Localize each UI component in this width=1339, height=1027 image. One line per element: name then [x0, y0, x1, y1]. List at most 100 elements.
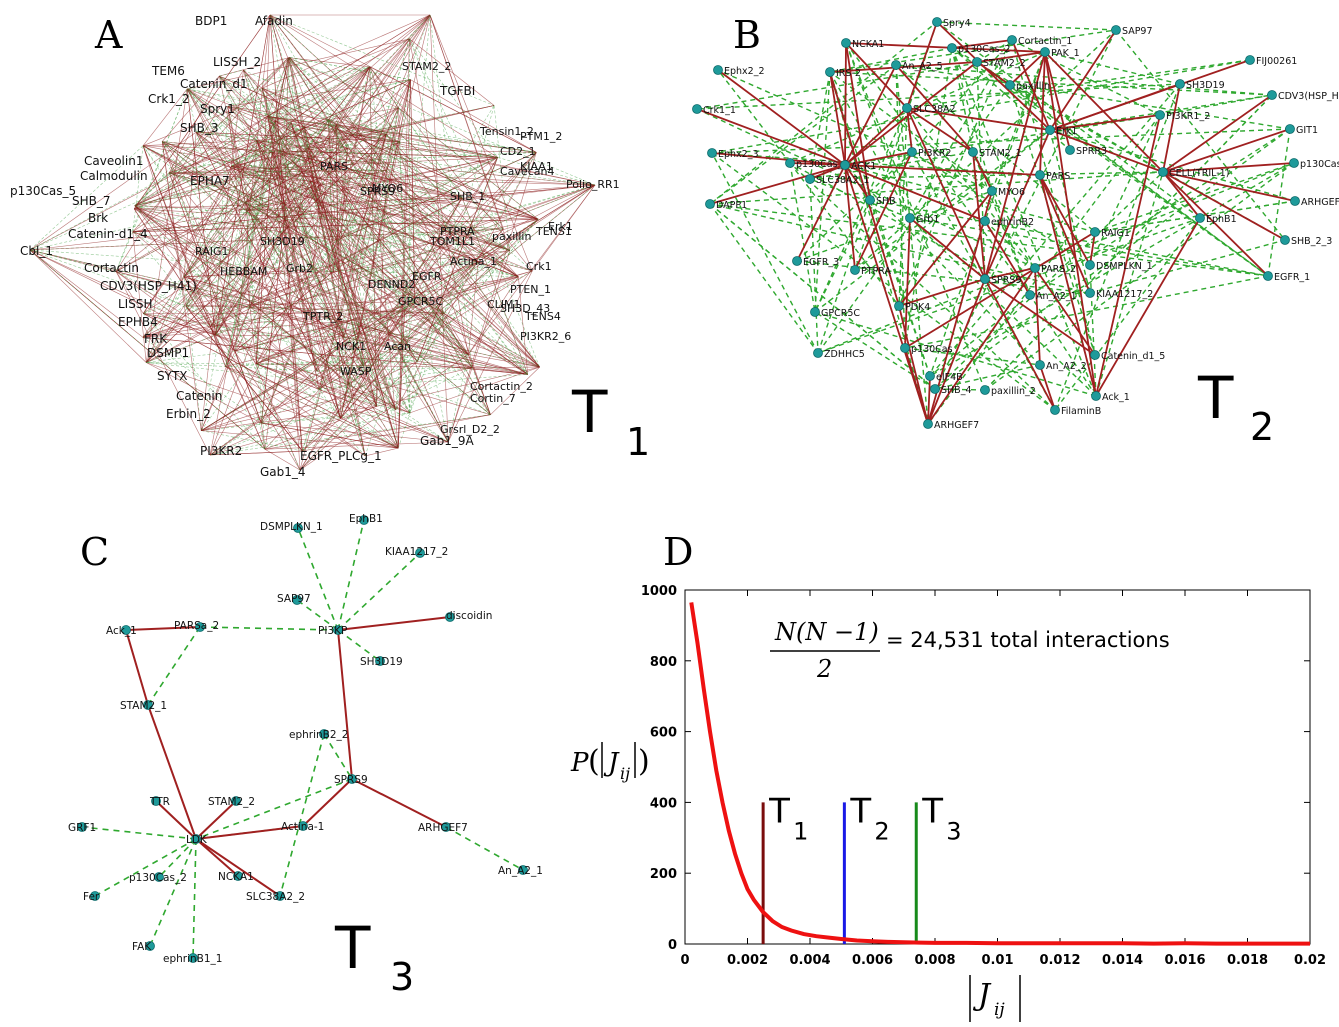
- network-b-edge-dashed: [991, 190, 1031, 296]
- network-b-edge-dashed: [814, 107, 908, 313]
- network-a-edge: [468, 354, 540, 368]
- network-a-edge: [249, 119, 329, 308]
- network-b-node-label: Catenin_d1_5: [1101, 351, 1165, 362]
- network-c-node: [90, 891, 100, 901]
- network-a-node-label: Afadin: [255, 14, 293, 28]
- network-a-edge: [256, 140, 341, 419]
- network-a-edge: [196, 131, 469, 355]
- network-b-node-label: EphB1: [1206, 214, 1237, 225]
- network-a-edge: [134, 205, 377, 407]
- network-a-edge: [169, 172, 285, 219]
- network-b-node: [1085, 288, 1095, 298]
- network-a-node-label: DSMP1: [147, 346, 189, 360]
- network-b-edge-dashed: [1267, 128, 1291, 277]
- network-b-edge-dashed: [809, 71, 831, 180]
- network-a-edge: [186, 88, 216, 335]
- network-b-edge: [927, 267, 1036, 425]
- x-tick-label: 0.016: [1164, 953, 1205, 968]
- network-a-edge: [132, 231, 334, 272]
- network-b-edge-dashed: [1159, 94, 1273, 116]
- network-a-node-label: GPCR5C: [398, 295, 443, 308]
- network-a-edge: [443, 218, 539, 314]
- network-b-edge: [809, 164, 846, 180]
- network-a-edge: [404, 152, 537, 310]
- network-a-edge: [169, 170, 387, 174]
- network-a-node-label: PTM1_2: [520, 130, 562, 143]
- network-a-edge: [264, 448, 301, 471]
- network-a-edge: [288, 57, 340, 271]
- network-a-edge: [142, 66, 371, 338]
- network-a-edge: [209, 422, 262, 456]
- svg-text:3: 3: [390, 955, 414, 999]
- network-a-edge: [132, 66, 370, 233]
- network-b-edge: [906, 107, 986, 280]
- network-a-edge: [338, 270, 364, 367]
- network-a-edge: [196, 66, 370, 133]
- network-a-edge: [312, 183, 322, 270]
- network-a-edge: [312, 124, 337, 270]
- y-tick-label: 1000: [641, 584, 677, 599]
- network-a-edge: [328, 119, 528, 375]
- network-b-edge-dashed: [711, 152, 819, 354]
- network-a-edge: [161, 141, 320, 390]
- network-b-node-label: CELL(TRIL-1): [1169, 168, 1229, 179]
- network-a-edge: [267, 116, 320, 390]
- network-b-node-label: Ephx2_3: [718, 149, 759, 160]
- network-a-node-label: CD2_1: [500, 145, 536, 158]
- network-a-edge: [288, 57, 387, 135]
- network-a-edge: [143, 312, 444, 314]
- svg-text:T: T: [571, 378, 608, 446]
- network-a-edge: [201, 184, 596, 431]
- y-axis-label: P ( J ij ): [570, 742, 650, 783]
- network-a-edge: [162, 141, 491, 415]
- network-a-edge: [185, 305, 250, 308]
- network-a-edge: [269, 14, 504, 230]
- network-a-edge: [249, 197, 463, 308]
- network-c-node: [145, 941, 155, 951]
- network-a-node-label: PTPRA: [440, 225, 475, 238]
- network-b-edge: [951, 39, 1013, 49]
- network-a-edge: [447, 270, 533, 443]
- network-b-node: [1007, 35, 1017, 45]
- network-c-edge: [155, 800, 197, 840]
- network-b-node-label: ephrinB2: [991, 217, 1034, 228]
- network-a-edge: [269, 14, 314, 270]
- network-a-node-label: Gab1_9A: [420, 434, 475, 448]
- network-a-edge: [196, 131, 596, 186]
- network-b-node: [1111, 25, 1121, 35]
- network-b-edge-dashed: [814, 129, 1051, 313]
- network-b-edge: [1162, 171, 1201, 219]
- network-a-edge: [269, 14, 285, 219]
- network-a-edge: [231, 166, 533, 272]
- threshold-marker-label: T: [921, 791, 943, 831]
- network-a-edge: [132, 218, 285, 233]
- network-a-edge: [299, 309, 405, 471]
- network-b-edge: [898, 305, 929, 425]
- network-a-edge: [215, 150, 280, 335]
- network-a-edge: [187, 88, 273, 153]
- network-a-edge: [279, 150, 411, 414]
- network-a-edge: [409, 38, 495, 106]
- network-c-edge: [337, 616, 451, 631]
- network-a-edge: [145, 119, 329, 363]
- network-c-node: [298, 821, 308, 831]
- network-a-edge: [227, 106, 303, 452]
- network-a-edge: [186, 88, 340, 272]
- panel-b-letter: B: [733, 13, 761, 57]
- network-a-edge: [290, 122, 309, 148]
- network-c-edge-dashed: [337, 552, 421, 631]
- network-a-edge: [338, 270, 397, 410]
- network-b-edge: [927, 190, 993, 425]
- network-c-node-label: LDK: [186, 834, 208, 846]
- network-b-edge: [709, 164, 846, 205]
- network-b-edge: [898, 278, 986, 307]
- network-a-edge: [235, 261, 479, 352]
- svg-text:ij: ij: [994, 1000, 1005, 1020]
- network-b-node: [1289, 158, 1299, 168]
- network-a-edge: [132, 145, 144, 232]
- network-a-edge: [289, 57, 540, 368]
- network-a-edge: [201, 430, 399, 449]
- network-b-edge: [984, 278, 1056, 411]
- network-a-edge: [376, 262, 479, 407]
- network-a-edge: [269, 14, 387, 171]
